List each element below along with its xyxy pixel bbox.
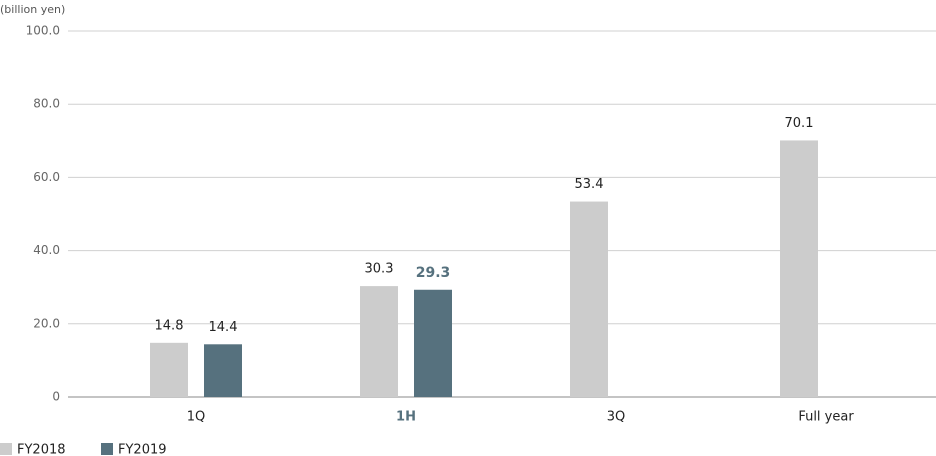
- y-tick-label: 100.0: [26, 24, 60, 38]
- value-label: 53.4: [575, 177, 604, 192]
- bar: [414, 289, 452, 397]
- x-tick-label: 3Q: [607, 410, 626, 425]
- value-label: 14.4: [209, 320, 238, 335]
- y-axis-label: (billion yen): [0, 3, 65, 16]
- y-tick-label: 0: [52, 390, 60, 404]
- legend-swatch: [101, 443, 113, 455]
- value-label: 14.8: [155, 318, 184, 333]
- legend-label: FY2018: [17, 443, 66, 456]
- legend-label: FY2019: [118, 443, 167, 456]
- bar: [204, 344, 242, 397]
- y-tick-label: 60.0: [33, 170, 60, 184]
- bar: [780, 140, 818, 397]
- x-tick-label: 1H: [396, 410, 416, 425]
- value-label: 70.1: [785, 116, 814, 131]
- bar: [570, 201, 608, 397]
- bar: [360, 286, 398, 397]
- value-label: 29.3: [416, 265, 451, 281]
- x-tick-label: Full year: [798, 410, 854, 425]
- y-tick-label: 40.0: [33, 243, 60, 257]
- y-tick-label: 80.0: [33, 97, 60, 111]
- x-tick-label: 1Q: [187, 410, 206, 425]
- y-tick-label: 20.0: [33, 316, 60, 330]
- value-label: 30.3: [365, 262, 394, 277]
- bar: [150, 342, 188, 397]
- legend-swatch: [0, 443, 12, 455]
